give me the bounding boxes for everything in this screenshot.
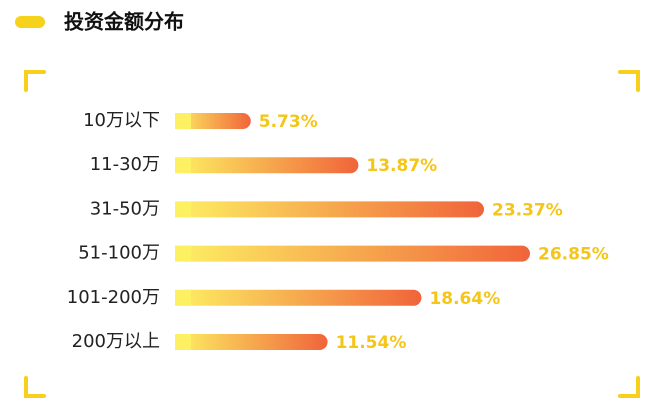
bar-left-edge [175, 113, 191, 129]
corner [618, 376, 640, 398]
bar [175, 201, 484, 218]
category-label: 11-30万 [90, 154, 160, 175]
bar [175, 113, 251, 129]
category-label: 200万以上 [72, 331, 160, 352]
bar [175, 289, 422, 306]
corner [24, 70, 46, 92]
bar-left-edge [175, 201, 191, 218]
title-icon [15, 16, 45, 28]
bar-left-edge [175, 157, 191, 174]
category-label: 51-100万 [78, 243, 160, 264]
category-label: 101-200万 [67, 287, 160, 308]
value-label: 11.54% [336, 333, 407, 353]
category-label: 31-50万 [90, 198, 160, 219]
chart-title: 投资金额分布 [64, 10, 184, 34]
value-label: 13.87% [366, 156, 437, 176]
value-label: 5.73% [259, 112, 318, 132]
bar [175, 157, 359, 174]
value-label: 23.37% [492, 200, 563, 220]
corner [618, 70, 640, 92]
bar [175, 245, 530, 262]
value-label: 26.85% [538, 245, 609, 265]
corner [24, 376, 46, 398]
bar-left-edge [175, 334, 191, 350]
bar-left-edge [175, 289, 191, 306]
value-label: 18.64% [429, 289, 500, 309]
bar-left-edge [175, 245, 191, 262]
category-label: 10万以下 [83, 110, 160, 131]
bar [175, 334, 328, 350]
